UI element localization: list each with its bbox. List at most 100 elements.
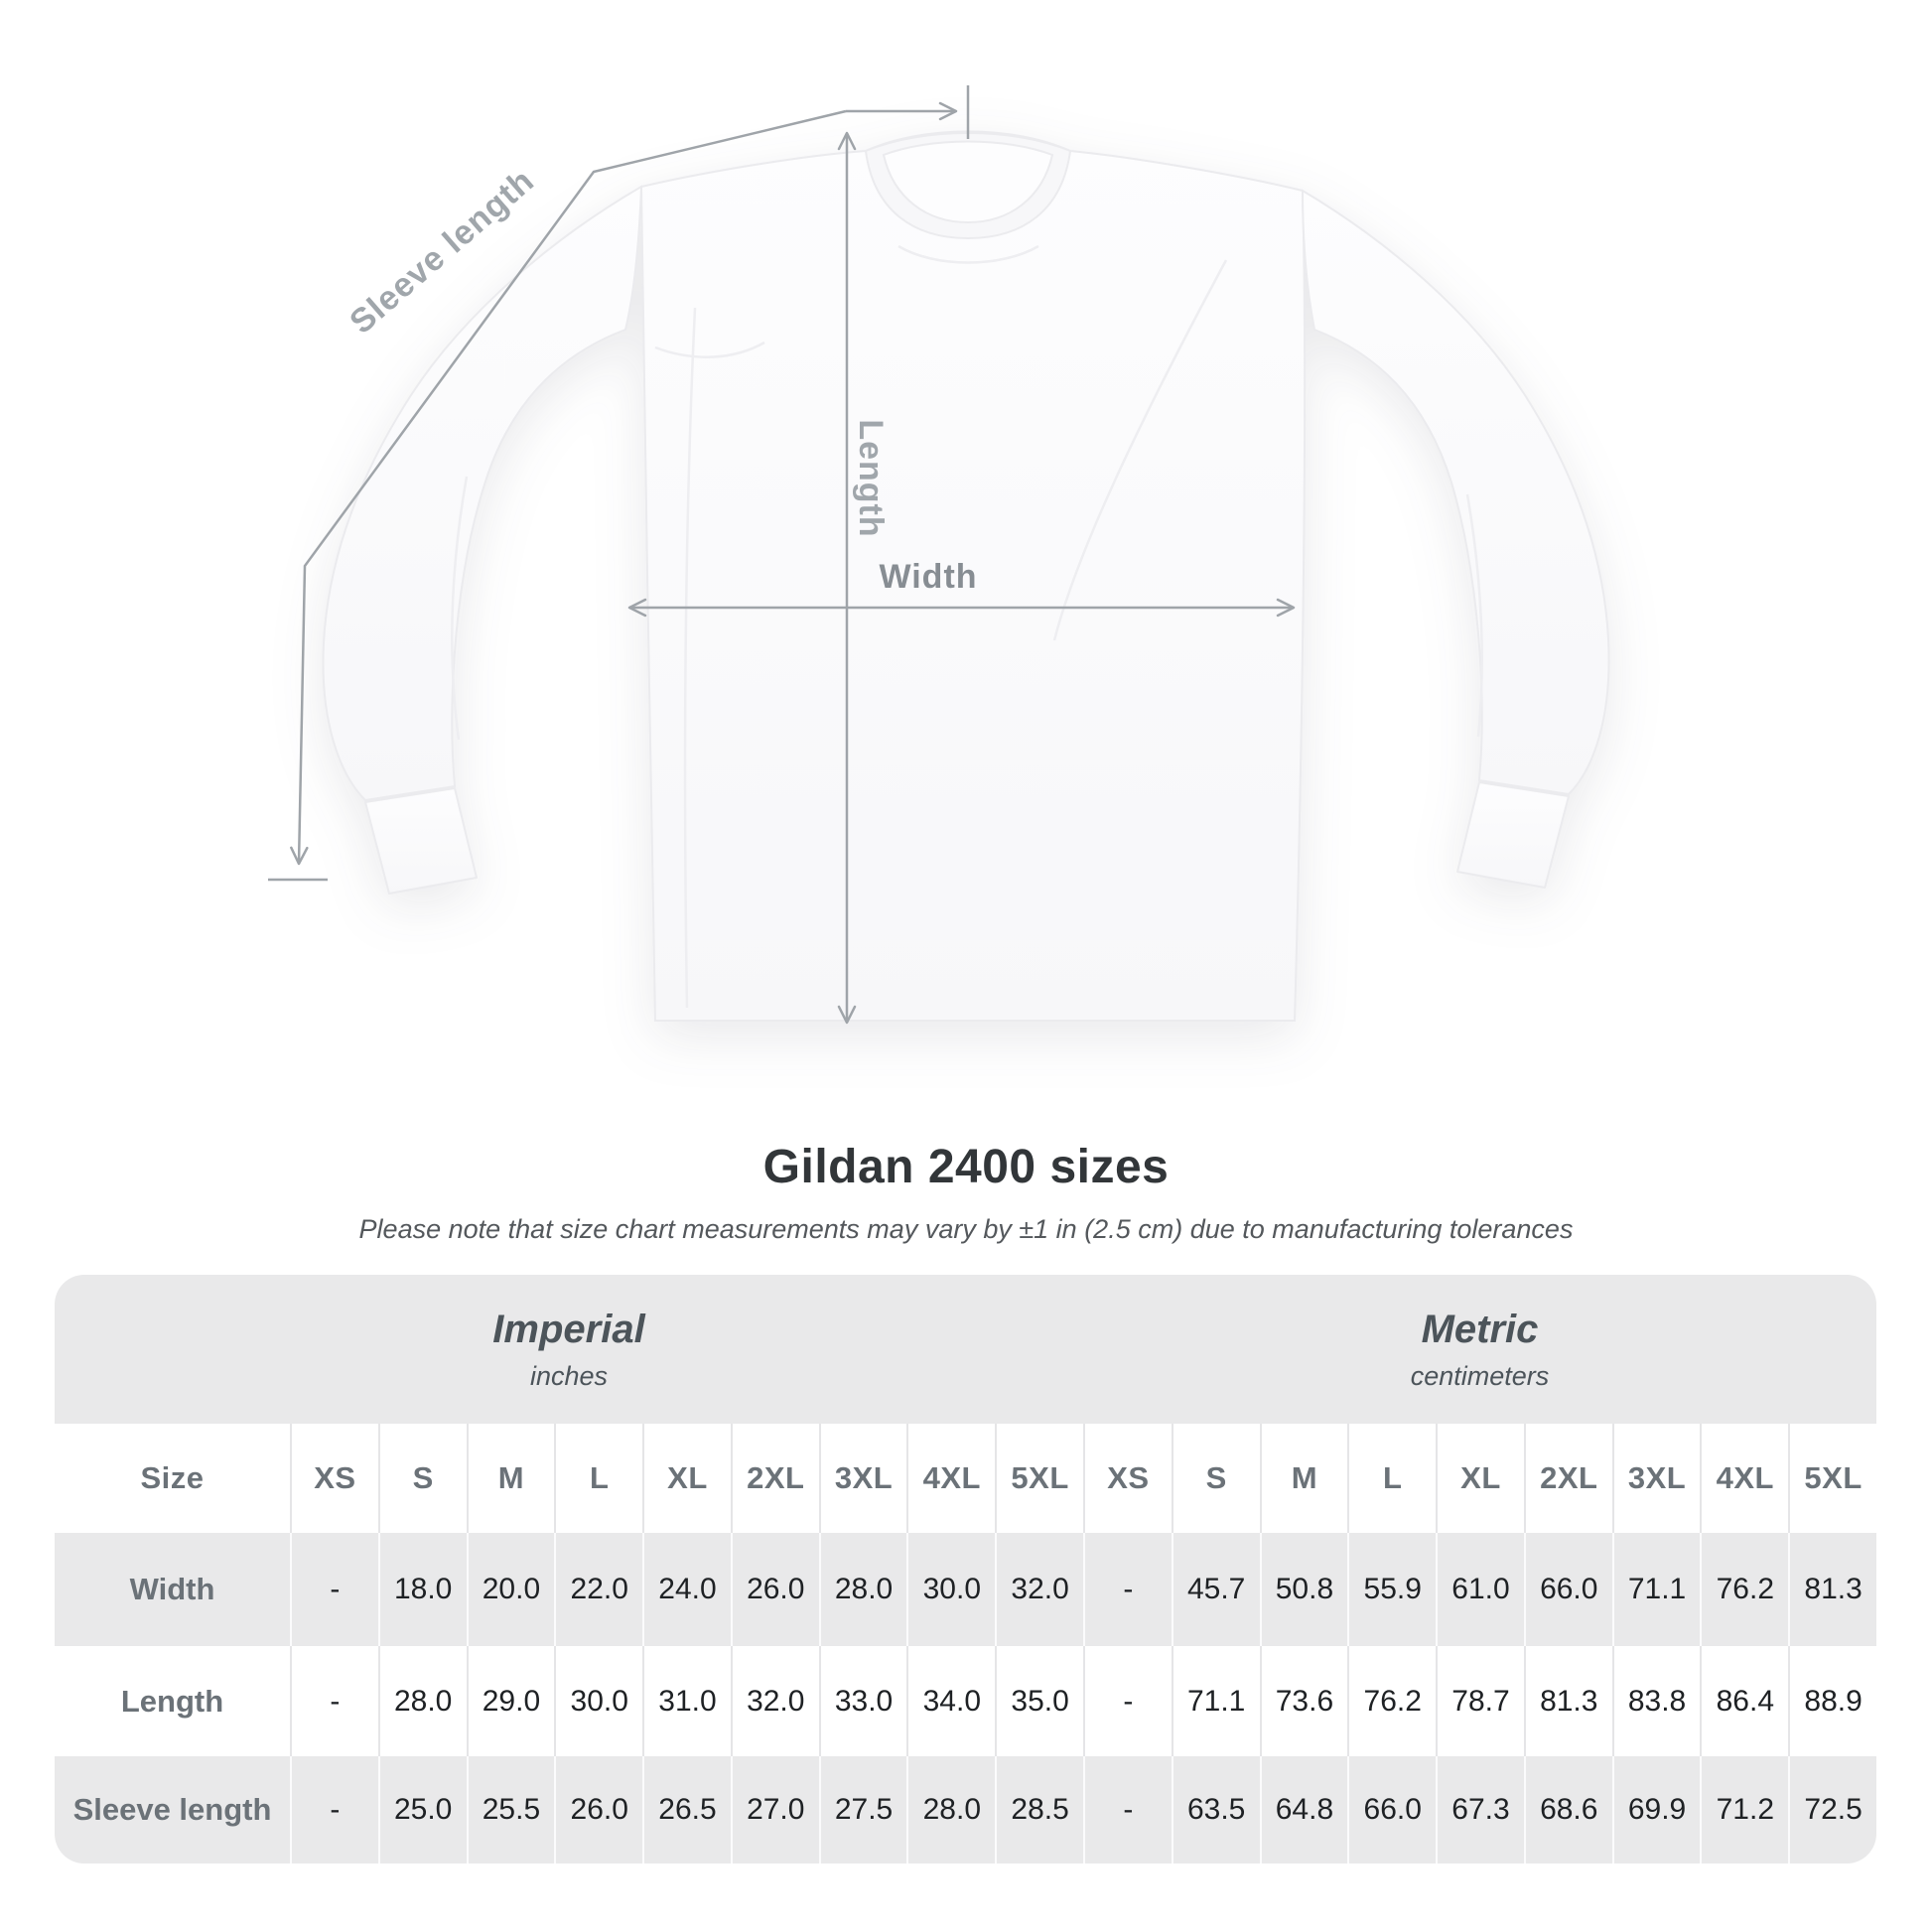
value-cell: 81.3 [1788, 1533, 1876, 1646]
value-cell: 86.4 [1700, 1646, 1789, 1756]
measurement-lines [268, 85, 1296, 1025]
value-cell: 27.5 [818, 1756, 907, 1863]
shirt-measurement-diagram: Sleeve length Length Width [268, 85, 1610, 1025]
page-title: Gildan 2400 sizes [762, 1141, 1170, 1193]
size-header-cell: XL [642, 1424, 731, 1533]
value-cell: - [1083, 1646, 1172, 1756]
value-cell: 81.3 [1523, 1646, 1612, 1756]
value-cell: 18.0 [377, 1533, 467, 1646]
value-cell: 27.0 [730, 1756, 819, 1863]
size-header-cell: S [1171, 1424, 1260, 1533]
size-header-cell: L [554, 1424, 643, 1533]
value-cell: 45.7 [1171, 1533, 1260, 1646]
value-cell: 50.8 [1259, 1533, 1348, 1646]
size-header-cell: XL [1436, 1424, 1524, 1533]
value-cell: 28.5 [995, 1756, 1083, 1863]
length-label: Length [852, 419, 890, 537]
value-cell: 26.0 [554, 1756, 643, 1863]
size-table: Imperial inches Metric centimeters Size X… [55, 1275, 1876, 1863]
value-cell: 83.8 [1611, 1646, 1701, 1756]
shirt-right-cuff [1456, 781, 1570, 889]
value-cell: 35.0 [995, 1646, 1083, 1756]
imperial-header: Imperial inches [55, 1275, 1083, 1424]
value-cell: 63.5 [1171, 1756, 1260, 1863]
size-header-cell: 3XL [1611, 1424, 1701, 1533]
metric-name: Metric [1421, 1307, 1539, 1351]
size-header-cell: 2XL [730, 1424, 819, 1533]
unit-system-band: Imperial inches Metric centimeters [55, 1275, 1876, 1424]
row-label-cell: Length [55, 1646, 290, 1756]
value-cell: 26.5 [642, 1756, 731, 1863]
value-cell: 67.3 [1436, 1756, 1524, 1863]
row-label-cell: Sleeve length [55, 1756, 290, 1863]
value-cell: 88.9 [1788, 1646, 1876, 1756]
row-label-cell: Size [55, 1424, 290, 1533]
size-table-grid: Size XS S M L XL 2XL 3XL 4XL 5XL XS S M L XL 2XL 3XL 4XL 5… [55, 1424, 1876, 1863]
value-cell: 76.2 [1700, 1533, 1789, 1646]
size-header-cell: 3XL [818, 1424, 907, 1533]
value-cell: 25.5 [466, 1756, 555, 1863]
value-cell: 71.1 [1171, 1646, 1260, 1756]
value-cell: 71.1 [1611, 1533, 1701, 1646]
sleeve-length-line [290, 109, 847, 866]
value-cell: 32.0 [730, 1646, 819, 1756]
value-cell: 61.0 [1436, 1533, 1524, 1646]
shirt-left-sleeve [322, 185, 643, 802]
value-cell: 25.0 [377, 1756, 467, 1863]
value-cell: 76.2 [1347, 1646, 1437, 1756]
size-header-cell: L [1347, 1424, 1437, 1533]
size-header-cell: XS [1083, 1424, 1172, 1533]
metric-header: Metric centimeters [1083, 1275, 1876, 1424]
value-cell: - [290, 1646, 378, 1756]
size-header-cell: 4XL [906, 1424, 996, 1533]
value-cell: 24.0 [642, 1533, 731, 1646]
value-cell: 28.0 [906, 1756, 996, 1863]
shirt-collar-inner [882, 140, 1054, 224]
shirt-left-cuff [364, 787, 478, 895]
title-block: Gildan 2400 sizes Please note that size … [0, 1140, 1932, 1245]
size-header-cell: 2XL [1523, 1424, 1612, 1533]
size-header-cell: 5XL [1788, 1424, 1876, 1533]
imperial-unit: inches [529, 1360, 609, 1391]
value-cell: 69.9 [1611, 1756, 1701, 1863]
width-label: Width [879, 558, 977, 596]
size-header-cell: M [466, 1424, 555, 1533]
value-cell: 28.0 [818, 1533, 907, 1646]
size-header-cell: 5XL [995, 1424, 1083, 1533]
value-cell: 28.0 [377, 1646, 467, 1756]
value-cell: - [290, 1756, 378, 1863]
size-header-cell: S [377, 1424, 467, 1533]
value-cell: 78.7 [1436, 1646, 1524, 1756]
shirt-illustration [322, 130, 1610, 1022]
value-cell: - [1083, 1533, 1172, 1646]
value-cell: 73.6 [1259, 1646, 1348, 1756]
value-cell: 72.5 [1788, 1756, 1876, 1863]
shirt-right-sleeve [1301, 189, 1610, 796]
value-cell: 22.0 [554, 1533, 643, 1646]
metric-unit: centimeters [1410, 1360, 1550, 1391]
value-cell: 30.0 [554, 1646, 643, 1756]
value-cell: 71.2 [1700, 1756, 1789, 1863]
value-cell: 31.0 [642, 1646, 731, 1756]
size-header-cell: M [1259, 1424, 1348, 1533]
row-label-cell: Width [55, 1533, 290, 1646]
value-cell: 30.0 [906, 1533, 996, 1646]
value-cell: - [1083, 1756, 1172, 1863]
value-cell: - [290, 1533, 378, 1646]
value-cell: 66.0 [1347, 1756, 1437, 1863]
value-cell: 33.0 [818, 1646, 907, 1756]
value-cell: 68.6 [1523, 1756, 1612, 1863]
value-cell: 66.0 [1523, 1533, 1612, 1646]
value-cell: 32.0 [995, 1533, 1083, 1646]
page-subtitle: Please note that size chart measurements… [358, 1214, 1574, 1244]
size-header-cell: XS [290, 1424, 378, 1533]
value-cell: 55.9 [1347, 1533, 1437, 1646]
value-cell: 26.0 [730, 1533, 819, 1646]
value-cell: 64.8 [1259, 1756, 1348, 1863]
imperial-name: Imperial [492, 1307, 645, 1351]
size-header-cell: 4XL [1700, 1424, 1789, 1533]
value-cell: 20.0 [466, 1533, 555, 1646]
value-cell: 34.0 [906, 1646, 996, 1756]
value-cell: 29.0 [466, 1646, 555, 1756]
